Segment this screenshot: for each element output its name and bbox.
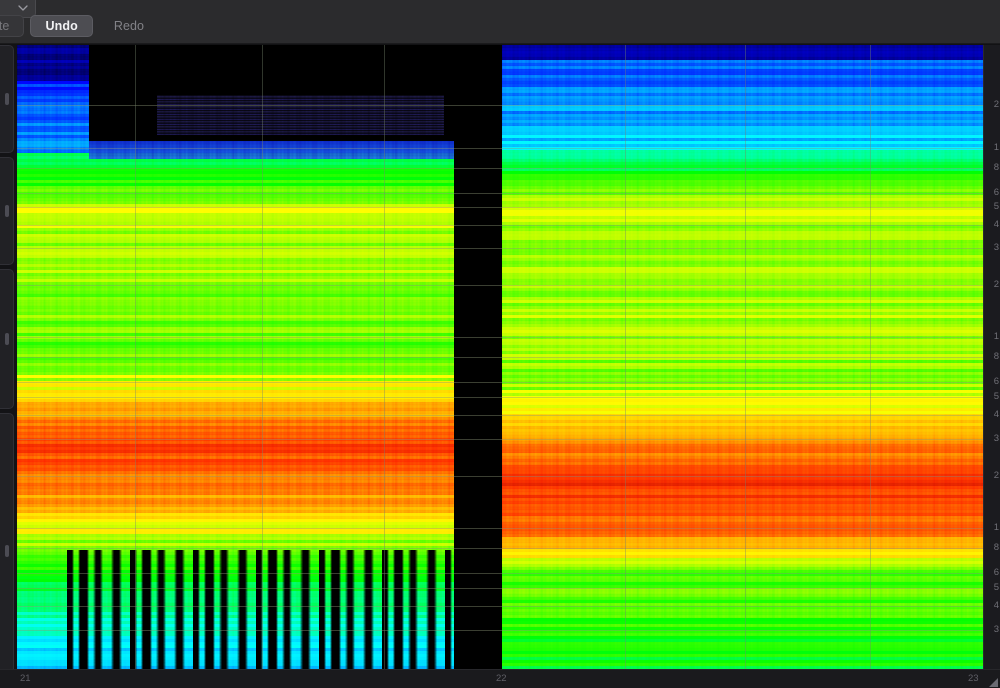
- frequency-tick-label: 4: [993, 600, 999, 611]
- spectrogram-clip[interactable]: [502, 45, 983, 669]
- frequency-tick-label: 1: [993, 522, 999, 533]
- track-handle[interactable]: [5, 93, 9, 105]
- frequency-tick-label: 8: [993, 162, 999, 173]
- frequency-tick-label: 6: [993, 567, 999, 578]
- frequency-tick-label: 6: [993, 376, 999, 387]
- chevron-down-icon: [18, 3, 28, 12]
- spectrogram-clip[interactable]: [17, 45, 454, 669]
- frequency-tick-label: 8: [993, 542, 999, 553]
- redo-button[interactable]: Redo: [113, 19, 145, 33]
- track-handle[interactable]: [5, 333, 9, 345]
- undo-button[interactable]: Undo: [30, 15, 93, 37]
- frequency-axis[interactable]: 2 1 8 6 5 4 3 2 1 8 6 5 4 3 2 1 8 6 5 4 3: [983, 45, 1000, 669]
- edit-button-group: Paste Undo Redo: [0, 15, 165, 37]
- frequency-tick-label: 2: [993, 470, 999, 481]
- frequency-tick-label: 5: [993, 391, 999, 402]
- track-header-rail: [0, 45, 17, 688]
- resize-grip-icon[interactable]: [988, 675, 999, 687]
- time-tick-label: 21: [20, 673, 31, 684]
- toolbar: Paste Undo Redo: [0, 0, 1000, 44]
- frequency-tick-label: 2: [993, 99, 999, 110]
- time-tick-label: 23: [968, 673, 979, 684]
- frequency-tick-label: 1: [993, 331, 999, 342]
- track-handle[interactable]: [5, 205, 9, 217]
- frequency-tick-label: 6: [993, 187, 999, 198]
- frequency-tick-label: 3: [993, 433, 999, 444]
- frequency-tick-label: 4: [993, 219, 999, 230]
- frequency-tick-label: 3: [993, 242, 999, 253]
- frequency-tick-label: 3: [993, 624, 999, 635]
- paste-button[interactable]: Paste: [0, 15, 25, 37]
- frequency-tick-label: 2: [993, 279, 999, 290]
- frequency-tick-label: 5: [993, 582, 999, 593]
- frequency-tick-label: 5: [993, 201, 999, 212]
- frequency-tick-label: 8: [993, 351, 999, 362]
- track-handle[interactable]: [5, 544, 9, 557]
- frequency-tick-label: 1: [993, 142, 999, 153]
- time-ruler[interactable]: 21 22 23: [0, 669, 1000, 688]
- spectrogram-canvas[interactable]: [17, 45, 983, 669]
- time-tick-label: 22: [496, 673, 507, 684]
- frequency-tick-label: 4: [993, 409, 999, 420]
